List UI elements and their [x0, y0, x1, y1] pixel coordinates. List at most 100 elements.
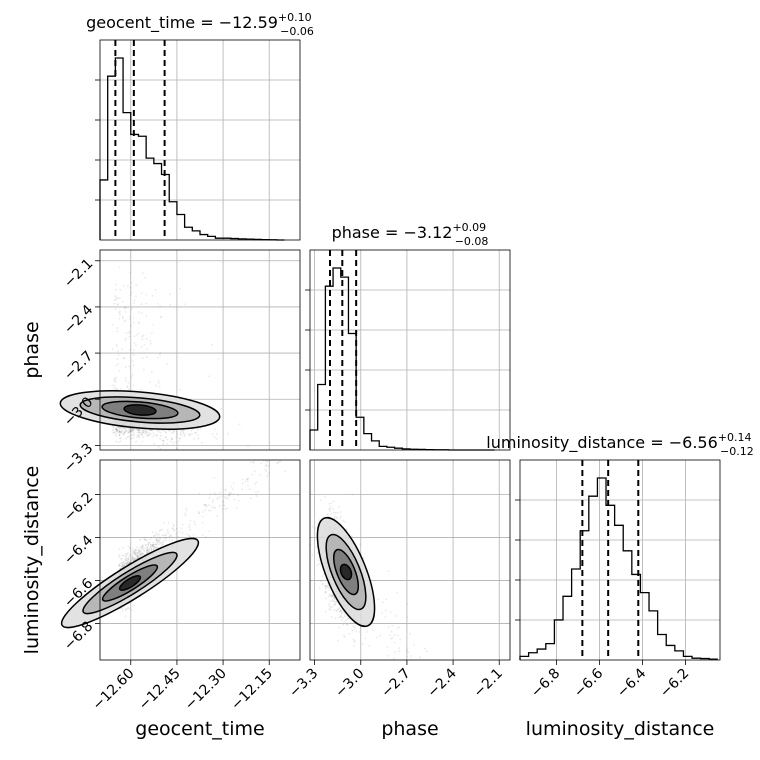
sample-point — [165, 431, 167, 434]
sample-point — [162, 442, 165, 444]
sample-point — [172, 430, 175, 433]
sample-point — [329, 510, 332, 512]
sample-point — [222, 504, 224, 507]
sample-point — [312, 525, 314, 528]
sample-point — [153, 434, 156, 437]
sample-point — [130, 429, 133, 432]
sample-point — [113, 426, 115, 429]
sample-point — [182, 429, 185, 431]
sample-point — [150, 546, 152, 548]
sample-point — [124, 311, 127, 313]
sample-point — [284, 470, 286, 472]
sample-point — [140, 312, 143, 314]
sample-point — [151, 429, 154, 432]
sample-point — [181, 430, 184, 432]
sample-point — [175, 533, 178, 535]
sample-point — [141, 552, 144, 554]
sample-point — [255, 481, 258, 484]
sample-point — [145, 432, 148, 434]
sample-point — [144, 277, 146, 279]
sample-point — [215, 437, 218, 440]
sample-point — [230, 492, 232, 495]
sample-point — [114, 295, 117, 298]
sample-point — [213, 491, 216, 494]
sample-point — [157, 380, 160, 382]
sample-point — [158, 541, 161, 544]
sample-point — [208, 504, 211, 507]
sample-point — [192, 534, 195, 536]
sample-point — [122, 284, 125, 287]
sample-point — [342, 616, 345, 619]
sample-point — [120, 565, 122, 568]
sample-point — [167, 530, 169, 533]
sample-point — [118, 555, 121, 558]
sample-point — [179, 389, 182, 391]
sample-point — [188, 434, 191, 437]
sample-point — [118, 427, 121, 429]
sample-point — [123, 307, 126, 310]
sample-point — [208, 496, 211, 499]
sample-point — [132, 557, 135, 559]
sample-point — [204, 509, 206, 511]
sample-point — [130, 427, 133, 430]
sample-point — [136, 551, 139, 554]
sample-point — [194, 431, 197, 434]
sample-point — [159, 315, 162, 318]
sample-point — [333, 515, 336, 518]
sample-point — [155, 533, 158, 536]
sample-point — [213, 506, 215, 508]
sample-point — [138, 429, 141, 432]
sample-point — [132, 551, 135, 554]
sample-point — [125, 560, 127, 562]
sample-point — [141, 440, 144, 443]
sample-point — [117, 297, 119, 300]
sample-point — [355, 630, 358, 633]
axes-frame — [519, 459, 721, 661]
sample-point — [143, 344, 146, 346]
sample-point — [211, 501, 214, 503]
sample-point — [320, 580, 323, 583]
sample-point — [328, 608, 331, 611]
sample-point — [129, 560, 132, 563]
sample-point — [160, 316, 163, 319]
sample-point — [184, 507, 187, 510]
sample-point — [140, 554, 143, 556]
sample-point — [119, 440, 122, 443]
sample-point — [123, 431, 126, 433]
hist-panel-luminosity_distance: luminosity_distance = −6.56+0.14 −0.12 — [486, 431, 754, 661]
sample-point — [133, 299, 136, 301]
panel-title-luminosity_distance: luminosity_distance = −6.56+0.14 −0.12 — [486, 431, 753, 458]
sample-point — [228, 494, 230, 497]
sample-point — [113, 377, 116, 380]
sample-point — [343, 620, 346, 623]
sample-point — [121, 348, 123, 351]
sample-point — [233, 498, 236, 501]
sample-point — [133, 321, 135, 324]
sample-point — [165, 539, 168, 542]
sample-point — [161, 440, 164, 442]
sample-point — [125, 331, 128, 334]
sample-point — [126, 429, 129, 432]
sample-point — [115, 430, 118, 432]
sample-point — [153, 534, 156, 537]
sample-point — [237, 494, 240, 496]
sample-point — [137, 321, 140, 324]
sample-point — [197, 510, 200, 513]
sample-point — [147, 435, 150, 437]
sample-point — [121, 554, 124, 557]
sample-point — [205, 536, 207, 538]
sample-point — [115, 288, 117, 291]
sample-point — [127, 431, 130, 434]
sample-point — [150, 342, 152, 345]
sample-point — [325, 587, 327, 590]
sample-point — [143, 431, 145, 433]
sample-point — [114, 299, 116, 302]
sample-point — [113, 302, 116, 305]
sample-point — [115, 428, 118, 431]
sample-point — [198, 512, 200, 515]
sample-point — [156, 538, 159, 541]
sample-point — [264, 468, 267, 471]
sample-point — [395, 592, 398, 594]
sample-point — [324, 610, 327, 613]
sample-point — [213, 435, 216, 438]
